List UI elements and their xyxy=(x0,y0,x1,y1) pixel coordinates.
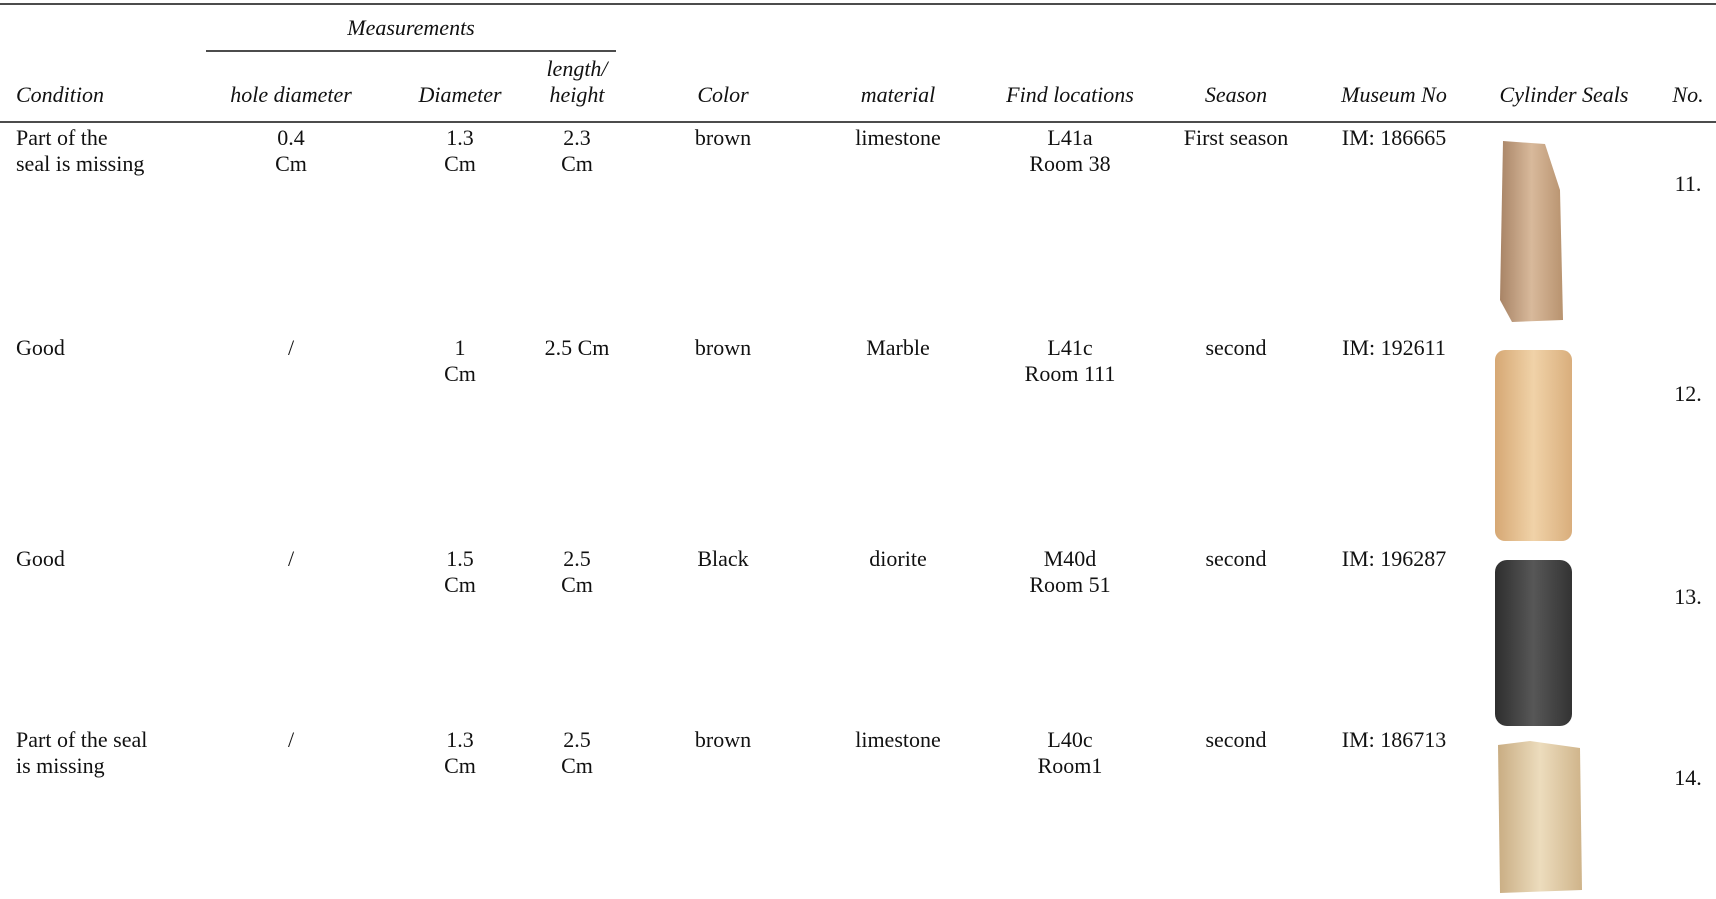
cell-text: second xyxy=(1205,727,1266,752)
cell-text: / xyxy=(288,335,295,360)
cell-text: Cm xyxy=(275,151,307,176)
cell-text: 0.4 xyxy=(277,125,305,150)
cell-text: Marble xyxy=(866,335,930,360)
cell-text: second xyxy=(1205,335,1266,360)
cell-text: L41c xyxy=(1047,335,1092,360)
cell-text: Cm xyxy=(444,572,476,597)
row-number: 12. xyxy=(1674,381,1702,406)
cell-text: 2.5 xyxy=(563,727,591,752)
column-header: height xyxy=(550,82,606,107)
column-header: Museum No xyxy=(1340,82,1447,107)
cell-text: Cm xyxy=(444,151,476,176)
group-header: Measurements xyxy=(346,15,475,40)
cell-text: IM: 192611 xyxy=(1342,335,1446,360)
column-header: material xyxy=(861,82,936,107)
row-number: 13. xyxy=(1674,584,1702,609)
cell-text: / xyxy=(288,546,295,571)
cell-text: 2.5 Cm xyxy=(545,335,610,360)
cell-text: L41a xyxy=(1047,125,1092,150)
cell-text: 1.5 xyxy=(446,546,474,571)
cell-text: L40c xyxy=(1047,727,1092,752)
column-header: Season xyxy=(1205,82,1267,107)
cell-text: 1.3 xyxy=(446,125,474,150)
cell-text: Black xyxy=(697,546,748,571)
cell-text: Room1 xyxy=(1038,753,1103,778)
cell-text: Part of the seal xyxy=(16,727,147,752)
cell-text: 2.5 xyxy=(563,546,591,571)
cell-text: IM: 186665 xyxy=(1342,125,1447,150)
column-header: Condition xyxy=(16,82,104,107)
cell-text: 2.3 xyxy=(563,125,591,150)
cell-text: Cm xyxy=(444,361,476,386)
column-header: Diameter xyxy=(417,82,502,107)
seal-image xyxy=(1495,560,1572,726)
column-header: hole diameter xyxy=(230,82,352,107)
cell-text: second xyxy=(1205,546,1266,571)
cell-text: Good xyxy=(16,335,65,360)
cell-text: limestone xyxy=(855,727,941,752)
row-number: 11. xyxy=(1675,171,1702,196)
column-header: No. xyxy=(1671,82,1703,107)
cell-text: Cm xyxy=(561,572,593,597)
seal-image xyxy=(1500,141,1563,322)
cell-text: is missing xyxy=(16,753,105,778)
cell-text: Room 111 xyxy=(1025,361,1116,386)
cell-text: Cm xyxy=(561,753,593,778)
column-header: Cylinder Seals xyxy=(1500,82,1629,107)
cell-text: IM: 186713 xyxy=(1342,727,1447,752)
cell-text: M40d xyxy=(1044,546,1097,571)
column-header: Find locations xyxy=(1005,82,1134,107)
row-number: 14. xyxy=(1674,765,1702,790)
cell-text: Part of the xyxy=(16,125,108,150)
cell-text: / xyxy=(288,727,295,752)
seal-image xyxy=(1498,741,1582,893)
cell-text: Cm xyxy=(444,753,476,778)
cell-text: diorite xyxy=(869,546,926,571)
column-header: length/ xyxy=(546,56,609,81)
cell-text: brown xyxy=(695,727,751,752)
seal-image xyxy=(1495,350,1572,541)
cell-text: brown xyxy=(695,335,751,360)
cell-text: Good xyxy=(16,546,65,571)
cell-text: Room 38 xyxy=(1029,151,1110,176)
cell-text: Room 51 xyxy=(1029,572,1110,597)
cell-text: 1.3 xyxy=(446,727,474,752)
cell-text: seal is missing xyxy=(16,151,144,176)
cell-text: Cm xyxy=(561,151,593,176)
cell-text: brown xyxy=(695,125,751,150)
cell-text: limestone xyxy=(855,125,941,150)
cell-text: First season xyxy=(1184,125,1289,150)
cell-text: 1 xyxy=(455,335,466,360)
column-header: Color xyxy=(697,82,749,107)
cell-text: IM: 196287 xyxy=(1342,546,1447,571)
